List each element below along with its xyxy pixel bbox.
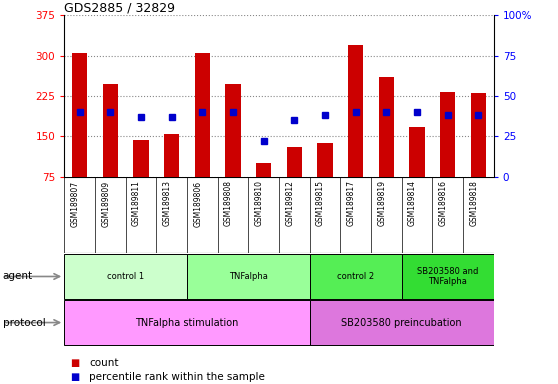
Text: GSM189811: GSM189811 xyxy=(132,180,141,226)
Bar xyxy=(287,147,302,177)
Bar xyxy=(64,254,187,299)
Text: SB203580 preincubation: SB203580 preincubation xyxy=(341,318,462,328)
Text: SB203580 and
TNFalpha: SB203580 and TNFalpha xyxy=(417,267,478,286)
Bar xyxy=(103,84,118,177)
Bar xyxy=(64,300,310,345)
Text: GSM189817: GSM189817 xyxy=(347,180,356,227)
Text: protocol: protocol xyxy=(3,318,46,328)
Text: GDS2885 / 32829: GDS2885 / 32829 xyxy=(64,1,175,14)
Bar xyxy=(256,163,271,177)
Text: percentile rank within the sample: percentile rank within the sample xyxy=(89,372,265,382)
Text: GSM189819: GSM189819 xyxy=(377,180,386,227)
Bar xyxy=(348,45,363,177)
Text: GSM189807: GSM189807 xyxy=(70,180,79,227)
Text: ■: ■ xyxy=(70,358,79,368)
Bar xyxy=(379,77,394,177)
Text: count: count xyxy=(89,358,119,368)
Bar xyxy=(195,53,210,177)
Text: control 1: control 1 xyxy=(107,272,144,281)
Bar xyxy=(310,300,494,345)
Text: GSM189813: GSM189813 xyxy=(162,180,171,227)
Bar xyxy=(440,92,455,177)
Text: GSM189810: GSM189810 xyxy=(254,180,263,227)
Text: GSM189808: GSM189808 xyxy=(224,180,233,227)
Bar xyxy=(402,254,494,299)
Text: GSM189812: GSM189812 xyxy=(285,180,295,226)
Text: GSM189818: GSM189818 xyxy=(469,180,478,226)
Bar xyxy=(410,127,425,177)
Bar xyxy=(318,143,333,177)
Text: GSM189814: GSM189814 xyxy=(408,180,417,227)
Text: control 2: control 2 xyxy=(337,272,374,281)
Text: TNFalpha stimulation: TNFalpha stimulation xyxy=(135,318,239,328)
Bar xyxy=(471,93,486,177)
Text: TNFalpha: TNFalpha xyxy=(229,272,268,281)
Bar xyxy=(225,84,240,177)
Text: GSM189815: GSM189815 xyxy=(316,180,325,227)
Bar xyxy=(187,254,310,299)
Text: GSM189816: GSM189816 xyxy=(439,180,448,227)
Text: ■: ■ xyxy=(70,372,79,382)
Text: agent: agent xyxy=(3,271,33,281)
Bar xyxy=(164,134,179,177)
Bar xyxy=(72,53,87,177)
Bar xyxy=(310,254,402,299)
Text: GSM189809: GSM189809 xyxy=(101,180,110,227)
Text: GSM189806: GSM189806 xyxy=(193,180,202,227)
Bar xyxy=(133,140,148,177)
